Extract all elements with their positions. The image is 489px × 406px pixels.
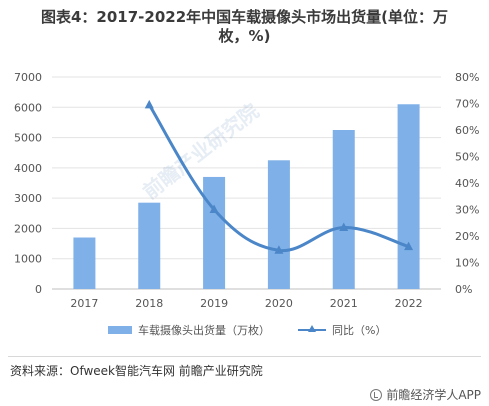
x-tick-label: 2022 (395, 297, 423, 310)
bar (397, 104, 420, 289)
growth-line-point (209, 204, 219, 213)
x-tick-label: 2017 (70, 297, 98, 310)
legend-bar-swatch (108, 326, 132, 334)
bar (73, 237, 96, 289)
legend-line-label: 同比（%） (332, 324, 387, 337)
growth-line-point (144, 99, 154, 109)
bar (267, 160, 290, 289)
legend-item-bar: 车载摄像头出货量（万枚） (108, 322, 270, 338)
bar (138, 202, 161, 289)
footer-divider (8, 356, 481, 357)
bar (203, 176, 226, 289)
source-text: 资料来源：Ofweek智能汽车网 前瞻产业研究院 (10, 364, 263, 378)
y-right-tick-label: 70% (455, 98, 479, 111)
growth-line (144, 99, 414, 254)
y-right-tick-label: 20% (455, 230, 479, 243)
growth-line-point (274, 245, 284, 254)
y-left-tick-label: 4000 (14, 162, 42, 175)
y-right-tick-label: 10% (455, 257, 479, 270)
y-right-tick-label: 30% (455, 204, 479, 217)
y-left-tick-label: 3000 (14, 192, 42, 205)
y-axis-left: 0 1000 2000 3000 4000 5000 6000 7000 (14, 71, 42, 296)
x-tick-label: 2021 (330, 297, 358, 310)
chart-title-line-1: 图表4：2017-2022年中国车载摄像头市场出货量(单位：万 (40, 8, 449, 26)
growth-line-path (147, 104, 410, 252)
y-right-tick-label: 40% (455, 177, 479, 190)
y-right-tick-label: 80% (455, 71, 479, 84)
legend-bar-label: 车载摄像头出货量（万枚） (138, 324, 270, 337)
x-tick-label: 2018 (135, 297, 163, 310)
x-tick-label: 2020 (265, 297, 293, 310)
y-left-tick-label: 5000 (14, 132, 42, 145)
y-axis-right: 0% 10% 20% 30% 40% 50% 60% 70% 80% (455, 71, 479, 296)
watermark-text: 前瞻产业研究院 (138, 99, 263, 204)
growth-line-point (404, 241, 414, 251)
legend: 车载摄像头出货量（万枚） 同比（%） (0, 322, 489, 340)
chart-title-line-2: 枚，%) (218, 27, 271, 45)
y-right-tick-label: 0% (455, 283, 472, 296)
bar (332, 130, 355, 289)
bar-line-chart: 前瞻产业研究院 0 1000 2000 3000 4000 5000 6000 7000 0%… (14, 71, 479, 310)
growth-line-point (339, 222, 349, 232)
x-tick-label: 2019 (200, 297, 228, 310)
legend-item-line: 同比（%） (298, 322, 386, 338)
y-left-tick-label: 6000 (14, 101, 42, 114)
y-right-tick-label: 50% (455, 151, 479, 164)
y-left-tick-label: 0 (35, 283, 42, 296)
bars (73, 104, 420, 289)
y-left-tick-label: 2000 (14, 222, 42, 235)
brand-label: 前瞻经济学人APP (386, 388, 481, 402)
x-axis: 2017 2018 2019 2020 2021 2022 (70, 297, 422, 310)
y-left-tick-label: 7000 (14, 71, 42, 84)
legend-line-swatch (298, 325, 326, 335)
watermark: 前瞻产业研究院 (138, 99, 263, 204)
brand-logo-icon (370, 388, 383, 401)
y-left-tick-label: 1000 (14, 253, 42, 266)
y-right-tick-label: 60% (455, 124, 479, 137)
chart-title: 图表4：2017-2022年中国车载摄像头市场出货量(单位：万 枚，%) (0, 8, 489, 46)
grid-lines (52, 76, 441, 290)
brand: 前瞻经济学人APP (370, 386, 481, 403)
